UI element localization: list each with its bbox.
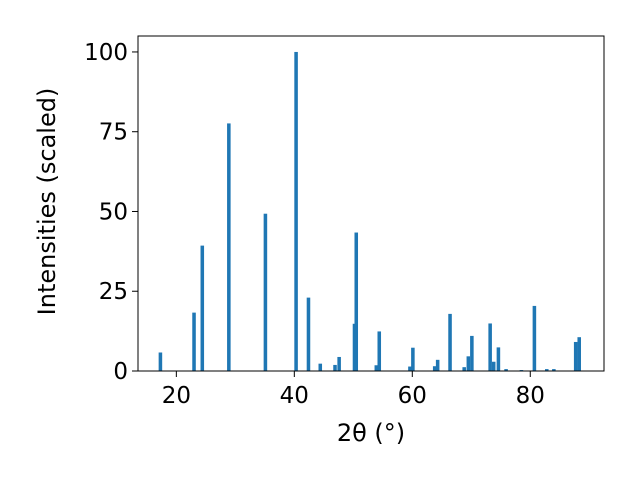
bar xyxy=(227,123,231,372)
y-axis-label: Intensities (scaled) xyxy=(33,88,61,316)
x-tick-label: 40 xyxy=(280,383,309,409)
x-axis: 20 40 60 80 xyxy=(162,371,545,409)
bar xyxy=(333,364,337,371)
bar xyxy=(408,366,412,371)
bar xyxy=(200,245,205,371)
bar xyxy=(448,313,452,371)
bar xyxy=(354,232,359,371)
bar xyxy=(470,335,474,371)
y-tick-label: 100 xyxy=(84,40,128,66)
bar xyxy=(573,341,578,371)
x-tick-label: 60 xyxy=(398,383,427,409)
bar xyxy=(552,369,556,371)
bar xyxy=(432,366,437,371)
bars-group xyxy=(158,51,581,372)
y-tick-label: 50 xyxy=(99,199,128,225)
y-tick-label: 25 xyxy=(99,279,128,305)
bar xyxy=(496,347,501,371)
bar xyxy=(318,363,323,371)
bar xyxy=(532,305,537,371)
x-tick-label: 20 xyxy=(162,383,191,409)
bar xyxy=(192,312,196,371)
bar xyxy=(374,365,379,371)
bar xyxy=(294,51,298,371)
bar xyxy=(504,369,508,371)
x-tick-label: 80 xyxy=(516,383,545,409)
bar xyxy=(306,297,311,371)
bar xyxy=(462,367,466,371)
bar xyxy=(491,361,496,371)
bar xyxy=(263,213,268,371)
y-tick-label: 0 xyxy=(113,359,128,385)
x-axis-label: 2θ (°) xyxy=(337,419,405,447)
bar xyxy=(435,359,440,371)
bar xyxy=(411,347,415,371)
y-tick-label: 75 xyxy=(99,120,128,146)
bar xyxy=(488,323,492,371)
bar xyxy=(466,356,471,371)
y-axis: 0 25 50 75 100 xyxy=(84,40,138,385)
bar xyxy=(377,331,382,371)
bar xyxy=(577,337,581,371)
bar xyxy=(545,369,549,371)
plot-frame xyxy=(137,35,605,372)
bar xyxy=(337,356,341,371)
bar xyxy=(158,352,163,371)
